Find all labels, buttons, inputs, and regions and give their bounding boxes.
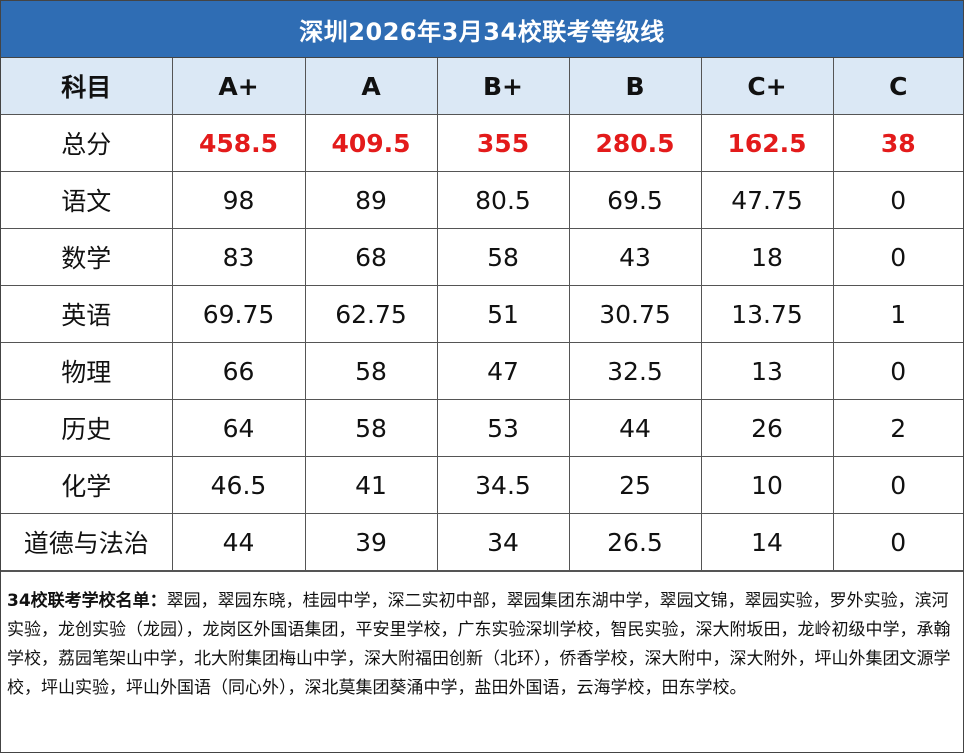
total-value: 458.5 <box>171 114 306 172</box>
header-grade-b: B <box>568 58 702 115</box>
cell-value: 51 <box>436 285 570 343</box>
cell-value: 0 <box>832 456 963 514</box>
cell-value: 47 <box>436 342 570 400</box>
cell-value: 58 <box>436 228 570 286</box>
header-grade-c: C <box>832 58 963 115</box>
cell-value: 44 <box>568 399 702 457</box>
header-row: 科目 A+ A B+ B C+ C <box>1 58 963 115</box>
header-subject: 科目 <box>1 58 173 115</box>
cell-value: 1 <box>832 285 963 343</box>
cell-value: 10 <box>700 456 834 514</box>
grade-table: 科目 A+ A B+ B C+ C 总分 458.5 409.5 355 280… <box>1 58 963 571</box>
cell-value: 89 <box>304 171 438 229</box>
cell-value: 69.5 <box>568 171 702 229</box>
header-grade-a: A <box>304 58 438 115</box>
cell-value: 41 <box>304 456 438 514</box>
school-list-note: 34校联考学校名单：翠园，翠园东晓，桂园中学，深二实初中部，翠园集团东湖中学，翠… <box>1 571 963 703</box>
table-row: 化学 46.5 41 34.5 25 10 0 <box>1 456 963 514</box>
table-row: 道德与法治 44 39 34 26.5 14 0 <box>1 513 963 571</box>
row-subject: 物理 <box>1 342 173 400</box>
cell-value: 25 <box>568 456 702 514</box>
cell-value: 83 <box>171 228 306 286</box>
total-value: 162.5 <box>700 114 834 172</box>
cell-value: 43 <box>568 228 702 286</box>
cell-value: 68 <box>304 228 438 286</box>
cell-value: 98 <box>171 171 306 229</box>
total-row: 总分 458.5 409.5 355 280.5 162.5 38 <box>1 114 963 172</box>
cell-value: 0 <box>832 228 963 286</box>
cell-value: 58 <box>304 399 438 457</box>
cell-value: 0 <box>832 342 963 400</box>
cell-value: 26 <box>700 399 834 457</box>
cell-value: 44 <box>171 513 306 571</box>
total-value: 409.5 <box>304 114 438 172</box>
header-grade-a-plus: A+ <box>171 58 306 115</box>
table-row: 英语 69.75 62.75 51 30.75 13.75 1 <box>1 285 963 343</box>
header-grade-c-plus: C+ <box>700 58 834 115</box>
school-list-text: 翠园，翠园东晓，桂园中学，深二实初中部，翠园集团东湖中学，翠园文锦，翠园实验，罗… <box>7 591 951 698</box>
table-row: 物理 66 58 47 32.5 13 0 <box>1 342 963 400</box>
cell-value: 58 <box>304 342 438 400</box>
row-subject: 化学 <box>1 456 173 514</box>
cell-value: 53 <box>436 399 570 457</box>
cell-value: 66 <box>171 342 306 400</box>
row-subject: 数学 <box>1 228 173 286</box>
row-subject: 语文 <box>1 171 173 229</box>
school-list-label: 34校联考学校名单： <box>7 591 167 611</box>
header-grade-b-plus: B+ <box>436 58 570 115</box>
cell-value: 30.75 <box>568 285 702 343</box>
cell-value: 2 <box>832 399 963 457</box>
cell-value: 26.5 <box>568 513 702 571</box>
cell-value: 34 <box>436 513 570 571</box>
cell-value: 62.75 <box>304 285 438 343</box>
cell-value: 69.75 <box>171 285 306 343</box>
cell-value: 34.5 <box>436 456 570 514</box>
row-subject: 历史 <box>1 399 173 457</box>
cell-value: 13.75 <box>700 285 834 343</box>
cell-value: 46.5 <box>171 456 306 514</box>
cell-value: 47.75 <box>700 171 834 229</box>
cell-value: 39 <box>304 513 438 571</box>
cell-value: 0 <box>832 513 963 571</box>
row-subject: 英语 <box>1 285 173 343</box>
page-title: 深圳2026年3月34校联考等级线 <box>1 1 963 58</box>
cell-value: 14 <box>700 513 834 571</box>
table-row: 数学 83 68 58 43 18 0 <box>1 228 963 286</box>
total-value: 38 <box>832 114 963 172</box>
cell-value: 80.5 <box>436 171 570 229</box>
total-value: 355 <box>436 114 570 172</box>
table-row: 历史 64 58 53 44 26 2 <box>1 399 963 457</box>
row-subject: 总分 <box>1 114 173 172</box>
cell-value: 32.5 <box>568 342 702 400</box>
cell-value: 64 <box>171 399 306 457</box>
cell-value: 18 <box>700 228 834 286</box>
cell-value: 13 <box>700 342 834 400</box>
row-subject: 道德与法治 <box>1 513 173 571</box>
table-row: 语文 98 89 80.5 69.5 47.75 0 <box>1 171 963 229</box>
total-value: 280.5 <box>568 114 702 172</box>
cell-value: 0 <box>832 171 963 229</box>
